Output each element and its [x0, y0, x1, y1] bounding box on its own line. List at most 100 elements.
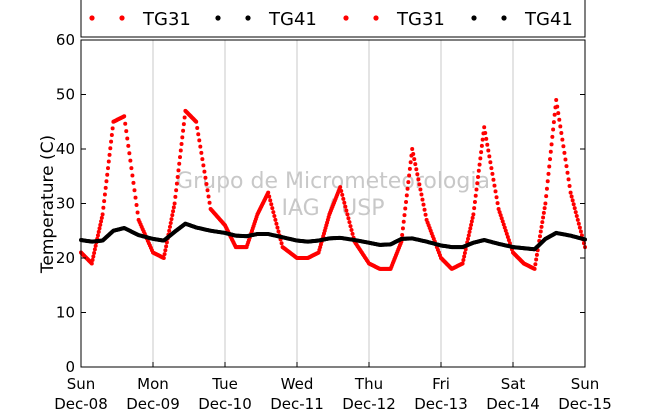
data-point — [177, 161, 182, 166]
data-point — [97, 226, 102, 231]
data-point — [406, 180, 411, 185]
x-tick-label-date: Dec-14 — [486, 395, 540, 409]
legend-label: TG41 — [268, 9, 317, 30]
data-point — [422, 207, 427, 212]
data-point — [134, 203, 139, 208]
data-point — [572, 206, 577, 211]
x-tick-label-date: Dec-13 — [414, 395, 468, 409]
legend-marker — [215, 15, 221, 21]
data-point — [108, 146, 113, 151]
data-point — [400, 226, 405, 231]
data-point — [270, 206, 275, 211]
data-point — [460, 261, 465, 266]
data-point — [493, 189, 498, 194]
data-point — [129, 166, 134, 171]
data-point — [181, 128, 186, 133]
data-point — [349, 227, 354, 232]
data-point — [197, 138, 202, 143]
data-point — [347, 220, 352, 225]
series-tg31 — [79, 97, 587, 271]
data-point — [533, 262, 538, 267]
data-point — [556, 111, 561, 116]
data-point — [96, 229, 101, 234]
data-point — [403, 206, 408, 211]
data-point — [485, 142, 490, 147]
data-point — [462, 250, 467, 255]
data-point — [132, 188, 137, 193]
data-point — [416, 177, 421, 182]
data-point — [487, 154, 492, 159]
data-point — [93, 243, 98, 248]
data-point — [472, 199, 477, 204]
data-point — [499, 216, 504, 221]
data-point — [407, 166, 412, 171]
data-point — [534, 257, 539, 262]
y-tick-label: 0 — [65, 358, 75, 376]
legend-marker — [119, 15, 125, 21]
data-point — [400, 233, 405, 238]
data-point — [271, 210, 276, 215]
data-point — [540, 220, 545, 225]
data-point — [551, 120, 556, 125]
data-point — [492, 183, 497, 188]
data-point — [123, 121, 128, 126]
data-point — [174, 181, 179, 186]
x-tick-label-date: Dec-10 — [198, 395, 252, 409]
data-point — [133, 195, 138, 200]
data-point — [466, 233, 471, 238]
data-point — [484, 136, 489, 141]
data-point — [467, 229, 472, 234]
data-point — [92, 250, 97, 255]
data-point — [474, 187, 479, 192]
x-tick-label-date: Dec-15 — [558, 395, 612, 409]
data-point — [173, 194, 178, 199]
legend-marker — [343, 15, 349, 21]
data-point — [478, 156, 483, 161]
data-point — [413, 162, 418, 167]
data-point — [207, 200, 212, 205]
data-point — [404, 193, 409, 198]
data-point — [496, 206, 501, 211]
data-point — [479, 143, 484, 148]
data-point — [161, 256, 166, 260]
data-point — [469, 219, 474, 224]
data-point — [532, 266, 537, 271]
data-point — [546, 171, 551, 176]
data-point — [419, 192, 424, 197]
data-point — [205, 188, 210, 193]
data-point — [167, 228, 172, 233]
data-point — [418, 187, 423, 192]
data-point — [574, 213, 579, 218]
data-point — [131, 180, 136, 185]
y-tick-label: 40 — [56, 140, 75, 158]
data-point — [421, 202, 426, 207]
data-point — [100, 212, 105, 217]
data-point — [89, 261, 94, 266]
data-point — [542, 206, 547, 211]
data-point — [564, 164, 569, 169]
data-point — [401, 219, 406, 224]
data-point — [135, 210, 140, 215]
data-point — [469, 222, 474, 227]
data-point — [344, 208, 349, 213]
data-point — [201, 163, 206, 168]
data-point — [91, 254, 96, 259]
data-point — [268, 198, 273, 203]
x-axis: Sun Dec-08 Mon Dec-09 Tue Dec-10 Wed Dec-11 Thu D… — [54, 362, 612, 409]
data-point — [480, 137, 485, 142]
x-tick-label-day: Thu — [354, 375, 383, 393]
data-point — [346, 216, 351, 221]
x-tick-label-day: Wed — [281, 375, 314, 393]
x-tick-label-day: Sat — [501, 375, 526, 393]
data-point — [407, 173, 412, 178]
data-point — [551, 127, 556, 132]
x-tick-label-day: Tue — [211, 375, 238, 393]
y-axis: 0 10 20 30 40 50 60 — [56, 31, 585, 376]
data-point — [411, 152, 416, 157]
data-point — [544, 194, 549, 199]
data-point — [417, 182, 422, 187]
data-point — [490, 171, 495, 176]
legend-marker — [89, 15, 95, 21]
data-point — [505, 234, 510, 239]
x-tick-label-day: Sun — [571, 375, 600, 393]
